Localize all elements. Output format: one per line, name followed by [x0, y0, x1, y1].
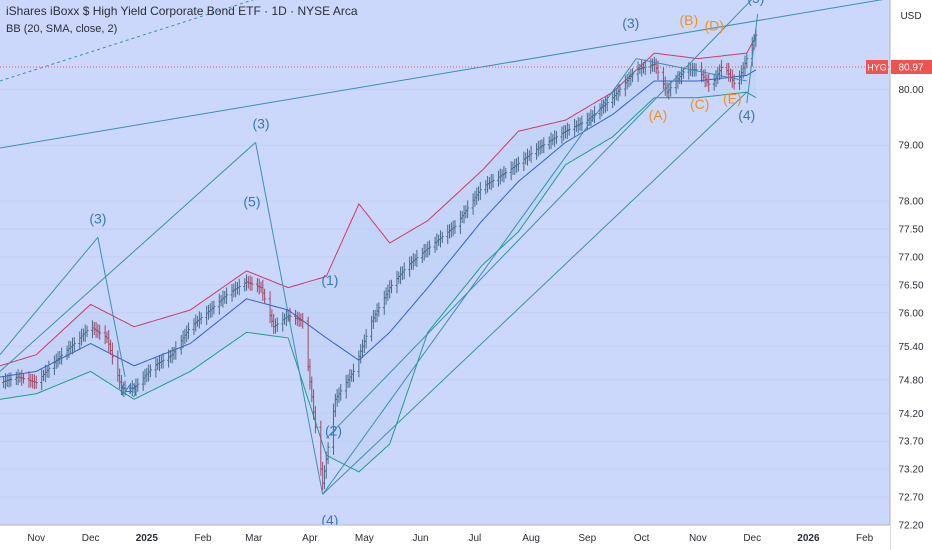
trend-line[interactable]	[97, 237, 126, 378]
trend-line[interactable]	[255, 142, 324, 495]
x-tick-label: Oct	[634, 533, 650, 544]
trend-line[interactable]	[322, 91, 748, 495]
trend-line[interactable]	[636, 58, 747, 82]
y-tick-label: 76.50	[898, 280, 923, 291]
trend-line[interactable]	[0, 0, 890, 149]
wave-label: (3)	[622, 15, 639, 31]
wave-label: (B)	[679, 12, 698, 28]
indicator-label[interactable]: BB (20, SMA, close, 2)	[6, 23, 118, 35]
x-tick-label: Jun	[412, 533, 428, 544]
x-tick-label: Feb	[856, 533, 874, 544]
bollinger-bands	[0, 36, 757, 473]
x-tick-label: Mar	[245, 533, 263, 544]
wave-label: (1)	[321, 272, 338, 288]
upper-band-line	[0, 36, 757, 367]
y-tick-label: 72.70	[898, 493, 923, 504]
currency-label[interactable]: USD	[900, 11, 921, 22]
trend-line[interactable]	[0, 237, 99, 355]
band-fill	[0, 36, 756, 472]
wave-label: (A)	[649, 107, 668, 123]
x-tick-label: Nov	[689, 533, 707, 544]
lower-band-line	[0, 91, 757, 473]
y-tick-label: 78.00	[898, 197, 923, 208]
wave-label: (2)	[325, 423, 342, 439]
wave-label: (5)	[243, 194, 260, 210]
y-tick-label: 76.00	[898, 308, 923, 319]
wave-label: (E)	[723, 90, 742, 106]
y-tick-label: 74.20	[898, 409, 923, 420]
trend-line[interactable]	[0, 142, 256, 372]
x-tick-label: May	[355, 533, 374, 544]
x-tick-label: 2026	[797, 533, 820, 544]
wave-label: (C)	[690, 96, 709, 112]
x-tick-label: Feb	[194, 533, 212, 544]
symbol-badge	[866, 60, 888, 74]
trend-line[interactable]	[746, 13, 759, 104]
trend-line[interactable]	[322, 58, 637, 495]
wave-labels: (3)(4)(3)(5)(1)(2)(4)(3) (B) (D)(A)(C) (E)(…	[89, 0, 764, 528]
wave-label: (4)	[120, 381, 137, 397]
y-tick-label: 72.20	[898, 521, 923, 532]
wave-label: (4)	[321, 512, 338, 528]
wave-label: (5)	[747, 0, 764, 6]
x-tick-label: Aug	[522, 533, 540, 544]
x-axis-ticks: Nov Dec 2025 Feb Mar Apr May Jun Jul Aug Sep Oct Nov…	[27, 533, 873, 544]
ohlc-bars	[2, 27, 758, 491]
symbol-badge-label: HYG	[867, 63, 887, 73]
y-tick-label: 77.00	[898, 252, 923, 263]
x-tick-label: Sep	[578, 533, 596, 544]
y-tick-label: 75.40	[898, 342, 923, 353]
x-tick-label: Dec	[743, 533, 761, 544]
last-price-value: 80.97	[898, 63, 923, 74]
x-tick-label: Jul	[469, 533, 482, 544]
x-tick-label: Dec	[82, 533, 100, 544]
y-axis-ticks: 80.00 79.00 78.00 77.50 77.00 76.50 76.00 75.40…	[898, 85, 923, 532]
y-tick-label: 77.50	[898, 224, 923, 235]
wave-label: (3)	[252, 115, 269, 131]
dashed-trend-line[interactable]	[0, 0, 270, 82]
y-tick-label: 80.00	[898, 85, 923, 96]
wave-label: (4)	[738, 107, 755, 123]
y-tick-label: 73.70	[898, 437, 923, 448]
x-tick-label: Nov	[27, 533, 45, 544]
chart-title[interactable]: iShares iBoxx $ High Yield Corporate Bon…	[6, 4, 358, 18]
wave-label: (D)	[704, 18, 723, 34]
y-tick-label: 74.80	[898, 375, 923, 386]
time-scale[interactable]	[0, 525, 890, 550]
trend-lines[interactable]	[0, 0, 890, 495]
x-tick-label: Apr	[302, 533, 318, 544]
trend-line[interactable]	[325, 0, 759, 439]
x-tick-label: 2025	[136, 533, 159, 544]
wave-label: (3)	[89, 210, 106, 226]
price-scale[interactable]	[890, 0, 932, 550]
middle-band-line	[0, 69, 757, 378]
y-tick-label: 73.20	[898, 465, 923, 476]
last-price-badge	[891, 60, 932, 74]
y-tick-label: 79.00	[898, 141, 923, 152]
